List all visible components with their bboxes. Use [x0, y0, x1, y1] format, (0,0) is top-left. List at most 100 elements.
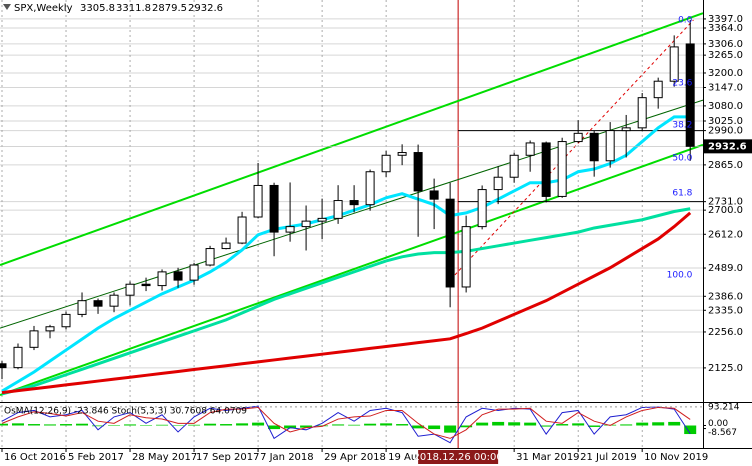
- y-tick-label: 2386.0: [708, 291, 743, 302]
- cursor-label-bg: [418, 450, 499, 464]
- candle-body: [381, 154, 391, 173]
- y-tick-label: 3397.0: [708, 14, 743, 25]
- osma-bar: [444, 425, 457, 433]
- candle-body: [221, 242, 231, 250]
- osma-bar: [60, 424, 73, 426]
- osma-bar: [348, 424, 361, 426]
- osma-bar: [108, 425, 121, 426]
- candle-body: [237, 216, 247, 244]
- candle-body: [461, 226, 471, 288]
- y-tick-label: 3364.0: [708, 23, 743, 34]
- osma-bar: [492, 421, 505, 426]
- candle-body: [445, 198, 455, 288]
- osma-bar: [412, 425, 425, 429]
- x-tick-label: 28 May 2017: [132, 452, 197, 463]
- osma-bar: [220, 424, 233, 426]
- candle-body: [685, 43, 695, 147]
- y-tick-label: 3265.0: [708, 50, 743, 61]
- osma-bar: [44, 424, 57, 426]
- candle-body: [349, 200, 359, 206]
- osma-bar: [668, 421, 681, 426]
- x-tick-label: 10 Nov 2019: [644, 452, 708, 463]
- candle-body: [653, 80, 663, 99]
- osma-bar: [284, 425, 297, 429]
- osma-bar: [572, 423, 585, 426]
- candle-body: [589, 132, 599, 162]
- x-tick-label: 21 Jul 2019: [580, 452, 637, 463]
- x-tick-label: 17 Sep 2017: [196, 452, 259, 463]
- y-tick-label: 2990.0: [708, 126, 743, 137]
- trendline: [0, 143, 704, 397]
- osma-bar: [140, 425, 153, 426]
- osma-bar: [540, 425, 553, 427]
- oscillator: [0, 405, 706, 444]
- labels: SPX,Weekly 3305.8 3311.8 2879.5 2932.6 O…: [3, 3, 752, 464]
- candle-body: [637, 97, 647, 129]
- axes: [0, 0, 752, 452]
- y-tick-label: 2700.0: [708, 205, 743, 216]
- candle-body: [413, 152, 423, 192]
- osma-bar: [172, 425, 185, 426]
- candle-body: [509, 154, 519, 178]
- osma-bar: [252, 422, 265, 426]
- candles: [0, 20, 695, 380]
- x-tick-label: 16 Oct 2016: [4, 452, 66, 463]
- x-tick-label: 31 Mar 2019: [516, 452, 579, 463]
- candle-body: [77, 300, 87, 315]
- y-tick-label: 3025.0: [708, 116, 743, 127]
- candle-body: [621, 127, 631, 132]
- candle-body: [669, 46, 679, 82]
- moving-average: [1, 211, 692, 395]
- osc-tick-label: -8.567: [708, 428, 737, 438]
- stoch-line: [1, 406, 691, 439]
- fib-label: 38.2: [672, 121, 692, 131]
- candle-body: [285, 226, 295, 233]
- osma-bar: [300, 425, 313, 428]
- osc-tick-label: 0.00: [708, 419, 728, 429]
- fib-label: 50.0: [672, 154, 692, 164]
- osma-bar: [652, 422, 665, 426]
- moving-average: [1, 207, 691, 396]
- osma-bar: [0, 423, 9, 426]
- fib-label: 23.6: [672, 78, 692, 88]
- osma-bar: [332, 424, 345, 426]
- fib-diagonal: [454, 19, 694, 276]
- candle-body: [605, 130, 615, 162]
- osma-bar: [268, 425, 281, 430]
- osma-bar: [156, 424, 169, 426]
- osma-bar: [76, 423, 89, 426]
- candle-body: [525, 142, 535, 156]
- y-tick-label: 3200.0: [708, 68, 743, 79]
- candle-body: [93, 300, 103, 307]
- candle-body: [189, 264, 199, 281]
- osma-bar: [588, 425, 601, 427]
- cursor-label: 2018.12.26 00:00: [413, 452, 502, 463]
- osma-bar: [476, 422, 489, 426]
- osma-bar: [460, 425, 473, 428]
- candle-body: [541, 142, 551, 197]
- ohlc-value: 2879.5: [152, 3, 187, 14]
- candle-body: [205, 248, 215, 266]
- y-tick-label: 3306.0: [708, 39, 743, 50]
- candle-body: [157, 271, 167, 287]
- candle-body: [493, 176, 503, 191]
- trendline: [0, 99, 704, 329]
- candle-body: [333, 200, 343, 219]
- y-tick-label: 2489.0: [708, 263, 743, 274]
- x-tick-label: 29 Apr 2018: [324, 452, 386, 463]
- candle-body: [557, 141, 567, 197]
- y-tick-label: 2256.0: [708, 327, 743, 338]
- osma-bar: [556, 424, 569, 426]
- candle-body: [61, 313, 71, 328]
- price-label-bg: [704, 139, 752, 154]
- candle-body: [173, 271, 183, 281]
- ohlc-value: 3305.8: [80, 3, 115, 14]
- osma-bar: [508, 422, 521, 426]
- y-tick-label: 2335.0: [708, 305, 743, 316]
- osma-bar: [188, 424, 201, 426]
- osma-bar: [684, 425, 697, 435]
- osma-bar: [396, 424, 409, 426]
- candle-body: [573, 132, 583, 143]
- y-tick-label: 2731.0: [708, 197, 743, 208]
